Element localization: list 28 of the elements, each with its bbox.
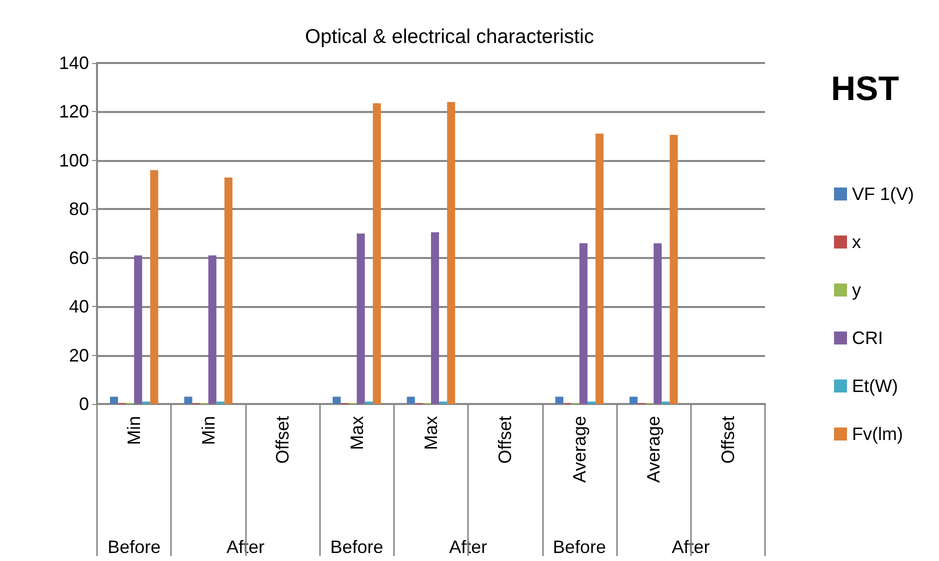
legend-label: Fv(lm) [852,424,903,444]
y-tick-label: 60 [68,248,89,268]
y-tick-label: 100 [58,150,89,170]
x-tick-label: Average [569,416,590,483]
y-tick-label: 140 [58,53,89,73]
x-tick-label: Max [421,416,441,450]
y-tick-label: 80 [68,199,89,220]
x-tick-label: Max [346,416,367,450]
chart-title: Optical & electrical characteristic [305,26,594,48]
y-tick-label: 0 [78,394,89,414]
x-tick-label: Offset [272,416,293,464]
y-tick-label: 120 [58,102,89,122]
text: Before [330,537,384,557]
y-tick-label: 20 [68,345,89,366]
legend-label: Et(W) [852,376,898,396]
legend-label: x [852,232,861,252]
x-tick-label: Offset [495,416,516,464]
x-tick-label: Average [644,416,664,483]
x-tick-label: Min [198,416,218,446]
y-tick-label: 40 [68,296,89,317]
x-tick-label: Min [124,416,144,446]
text: Before [108,537,161,557]
legend-label: CRI [852,328,883,348]
text: Before [552,537,606,557]
legend-label: VF 1(V) [852,184,914,204]
text: HST [831,70,900,108]
x-tick-label: Offset [718,416,738,464]
legend-label: y [852,280,861,300]
